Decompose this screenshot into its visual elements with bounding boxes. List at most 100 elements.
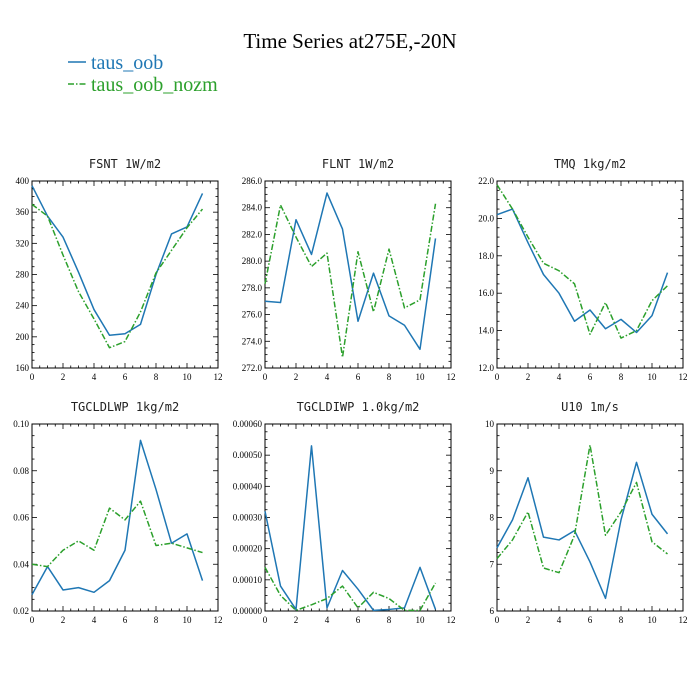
legend: taus_oob taus_oob_nozm: [68, 52, 218, 96]
y-tick-label: 8: [490, 513, 495, 523]
x-tick-label: 2: [526, 372, 531, 382]
x-tick-label: 12: [679, 372, 688, 382]
plot-frame: [31, 180, 219, 369]
y-tick-label: 278.0: [242, 283, 263, 293]
x-tick-label: 8: [619, 372, 624, 382]
y-tick-label: 0.00010: [233, 575, 263, 585]
x-tick-label: 0: [495, 372, 500, 382]
x-tick-label: 10: [183, 615, 193, 625]
x-tick-label: 6: [123, 372, 128, 382]
x-tick-label: 4: [325, 372, 330, 382]
y-tick-label: 0.02: [13, 606, 29, 616]
y-tick-label: 280: [16, 270, 30, 280]
x-tick-label: 10: [416, 615, 426, 625]
y-tick-label: 20.0: [478, 213, 494, 223]
x-tick-label: 4: [325, 615, 330, 625]
series-line-taus-oob: [31, 185, 204, 337]
y-tick-label: 320: [16, 238, 30, 248]
y-tick-label: 280.0: [242, 256, 263, 266]
series-line-taus-oob-nozm: [496, 444, 668, 574]
x-tick-label: 10: [416, 372, 426, 382]
panels: FSNT 1W/m20 2 4 6 8 10 12160200240280320360400…: [13, 157, 687, 625]
y-tick-label: 9: [490, 466, 495, 476]
y-tick-label: 0.08: [13, 466, 29, 476]
y-tick-label: 18.0: [478, 251, 494, 261]
x-tick-label: 10: [648, 615, 658, 625]
x-tick-label: 0: [30, 615, 35, 625]
x-tick-label: 12: [447, 372, 456, 382]
y-tick-label: 0.10: [13, 419, 29, 429]
x-tick-label: 2: [61, 615, 66, 625]
x-tick-label: 0: [495, 615, 500, 625]
y-tick-label: 14.0: [478, 326, 494, 336]
x-tick-label: 12: [214, 372, 223, 382]
series-line-taus-oob-nozm: [31, 203, 204, 349]
panel-title: TMQ 1kg/m2: [554, 157, 626, 171]
x-tick-label: 2: [61, 372, 66, 382]
y-tick-label: 0.00020: [233, 544, 263, 554]
y-tick-label: 0.06: [13, 513, 29, 523]
y-tick-label: 0.00030: [233, 513, 263, 523]
legend-label-taus-oob-nozm: taus_oob_nozm: [91, 74, 218, 96]
x-tick-label: 8: [387, 372, 392, 382]
x-tick-label: 4: [92, 615, 97, 625]
panel-3: TMQ 1kg/m2 0 2 4 6 8 10 12 12.0 14.0 16.0 18.0 20.0 2…: [478, 157, 687, 382]
x-tick-label: 12: [447, 615, 456, 625]
y-tick-label: 360: [16, 207, 30, 217]
y-tick-label: 274.0: [242, 336, 263, 346]
panel-title: U10 1m/s: [561, 400, 619, 414]
x-tick-label: 6: [123, 615, 128, 625]
y-tick-label: 160: [16, 363, 30, 373]
plot-frame: [31, 423, 219, 612]
x-tick-label: 2: [526, 615, 531, 625]
y-tick-label: 0.00040: [233, 481, 263, 491]
x-tick-label: 0: [263, 372, 268, 382]
x-tick-label: 10: [183, 372, 193, 382]
y-tick-label: 284.0: [242, 203, 263, 213]
y-tick-label: 7: [490, 559, 495, 569]
plot-frame: [264, 180, 452, 369]
series-line-taus-oob: [496, 461, 669, 600]
y-tick-label: 276.0: [242, 310, 263, 320]
x-tick-label: 6: [356, 372, 361, 382]
y-tick-label: 22.0: [478, 176, 494, 186]
panel-title: FLNT 1W/m2: [322, 157, 394, 171]
x-tick-label: 0: [263, 615, 268, 625]
x-tick-label: 8: [387, 615, 392, 625]
plot-frame: [496, 180, 684, 369]
x-tick-label: 6: [588, 372, 593, 382]
x-tick-label: 12: [214, 615, 223, 625]
y-tick-label: 240: [16, 301, 30, 311]
legend-label-taus-oob: taus_oob: [91, 52, 163, 74]
series-line-taus-oob-nozm: [264, 567, 437, 612]
panel-1: FSNT 1W/m2 0 2 4 6 8 10 12 160 200 240 280 320 360 400: [16, 157, 223, 382]
y-tick-label: 400: [16, 176, 30, 186]
x-tick-label: 6: [588, 615, 593, 625]
x-tick-label: 0: [30, 372, 35, 382]
series-line-taus-oob-nozm: [31, 500, 203, 568]
panel-title: FSNT 1W/m2: [89, 157, 161, 171]
y-tick-label: 200: [16, 332, 30, 342]
x-tick-label: 4: [557, 372, 562, 382]
panel-4: TGCLDLWP 1kg/m2 0 2 4 6 8 10 12 0.02 0.04 0.06 0.08…: [13, 400, 222, 625]
y-tick-label: 282.0: [242, 229, 263, 239]
panel-5: TGCLDIWP 1.0kg/m2 0 2 4 6 8 10 12 0.00000 0.00010…: [233, 400, 456, 625]
panel-title: TGCLDIWP 1.0kg/m2: [297, 400, 420, 414]
y-tick-label: 0.00050: [233, 450, 263, 460]
x-tick-label: 6: [356, 615, 361, 625]
y-tick-label: 6: [490, 606, 495, 616]
x-tick-label: 12: [679, 615, 688, 625]
panel-6: U10 1m/s 0 2 4 6 8 10 12 6 7 8 9 10: [485, 400, 688, 625]
x-tick-label: 2: [294, 615, 299, 625]
x-tick-label: 4: [92, 372, 97, 382]
series-line-taus-oob-nozm: [264, 203, 437, 359]
figure-title: Time Series at275E,-20N: [243, 29, 456, 53]
y-tick-label: 0.00000: [233, 606, 263, 616]
series-line-taus-oob: [264, 445, 437, 612]
x-tick-label: 8: [154, 372, 159, 382]
panel-2: FLNT 1W/m2 0 2 4 6 8 10 12 272.0 274.0 276.0 278.0 2…: [242, 157, 456, 382]
y-tick-label: 0.00060: [233, 419, 263, 429]
series-line-taus-oob-nozm: [496, 184, 669, 339]
y-tick-label: 272.0: [242, 363, 263, 373]
